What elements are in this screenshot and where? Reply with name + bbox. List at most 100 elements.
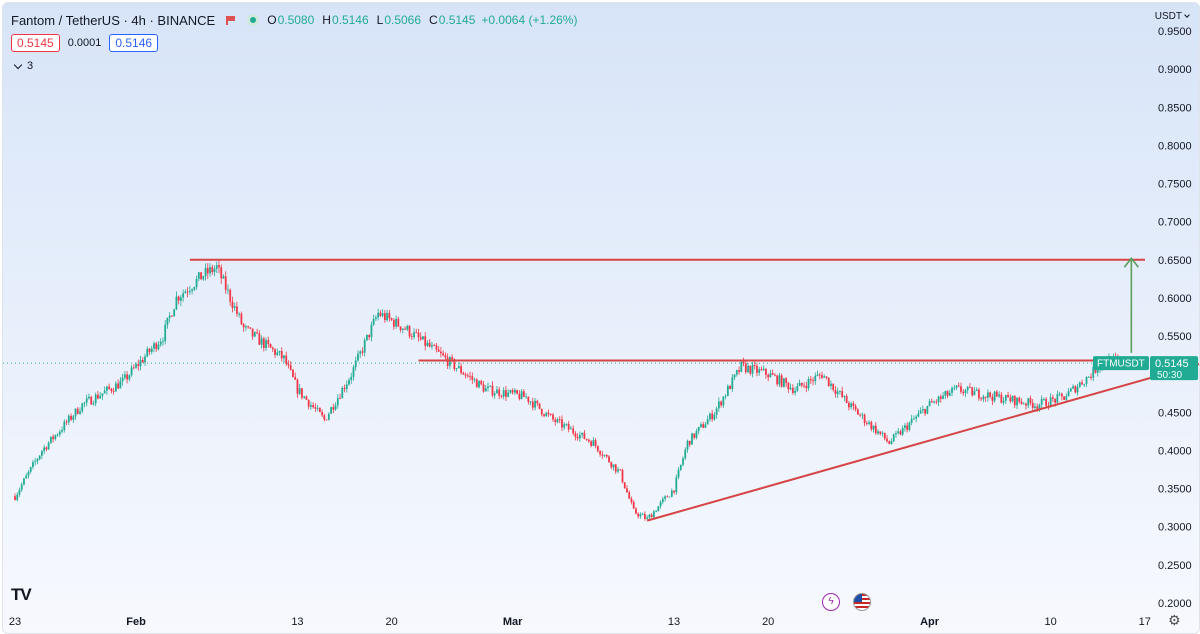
candle [1000,391,1003,404]
candle [883,432,886,441]
chevron-down-icon [13,60,23,69]
candle [762,365,765,372]
candle [56,433,59,437]
candle [944,390,947,400]
gear-icon[interactable]: ⚙ [1168,612,1181,628]
tradingview-logo[interactable]: TV [11,585,32,604]
candle [204,263,207,281]
candle [780,373,783,388]
candle [964,388,967,397]
candle [184,289,187,294]
currency-selector[interactable]: USDT [1155,11,1190,22]
candle [1051,394,1054,403]
candle [88,393,90,400]
candle [146,346,149,358]
candle [1020,398,1023,405]
candle [410,333,413,340]
chevron-down-icon [1184,12,1190,18]
candle [301,388,303,400]
candle [179,294,182,307]
candle [464,372,467,379]
candle [910,414,913,426]
candle [197,271,200,282]
candle [879,431,882,436]
candle [509,389,512,394]
candle [830,380,832,390]
dot-icon[interactable] [247,14,260,26]
symbol-title[interactable]: Fantom / TetherUS · 4h · BINANCE [11,12,216,28]
y-tick-label: 0.4500 [1158,407,1192,419]
candle [442,350,445,357]
buy-button[interactable]: 0.5146 [109,34,159,52]
candle [632,500,635,509]
candle [375,315,377,321]
time-axis[interactable]: 23Feb1320Mar1320Apr101724May815 [9,616,1199,628]
candle [742,357,745,367]
candle [706,415,709,425]
candle [260,335,263,349]
candle [70,413,72,422]
candle [702,421,705,429]
candle [390,317,393,322]
indicators-toggle[interactable]: 3 [11,57,577,75]
projection-arrow[interactable] [1123,256,1139,353]
candle [901,425,904,436]
candle [256,328,258,335]
candle [700,422,702,429]
candle [937,395,940,407]
candle [370,321,373,342]
candle [948,389,951,397]
candle [605,454,608,458]
candle [659,500,662,509]
candle [171,315,173,317]
candle [848,400,850,411]
candle [424,331,427,351]
flag-icon[interactable] [225,15,236,25]
candle [218,260,220,274]
candle [962,388,965,396]
candle [973,386,976,396]
candle [242,322,245,332]
price-chart[interactable]: 0.9500 0.9000 0.8500 0.8000 0.7500 0.7000 0.65… [3,3,1199,633]
candle [863,413,866,427]
candle [735,369,738,377]
candle [417,328,420,342]
candle [377,308,380,321]
y-tick-label: 0.5500 [1158,331,1192,343]
candle [769,369,772,378]
candle [274,348,276,358]
candle [767,373,770,382]
candle [45,446,48,452]
us-flag-icon[interactable] [853,593,871,611]
price-axis[interactable]: 0.9500 0.9000 0.8500 0.8000 0.7500 0.7000 0.65… [1158,26,1192,610]
candle [724,394,727,400]
candle [92,400,95,406]
candle [841,386,844,399]
spread-value: 0.0001 [67,37,102,49]
candle [415,328,418,334]
candle [836,387,839,399]
candle [437,346,440,352]
lightning-icon[interactable]: ϟ [822,593,840,611]
candle [621,468,624,484]
indicators-count: 3 [27,60,34,72]
candle [567,420,570,433]
candle [27,470,30,479]
candle [361,347,364,356]
annotations[interactable] [189,256,1199,522]
candle [630,496,633,505]
candle [794,386,796,396]
candle [159,338,162,347]
candle [137,359,140,371]
candle [283,355,285,363]
sell-button[interactable]: 0.5145 [11,34,60,52]
support-trendline[interactable] [646,360,1199,522]
candle [650,513,653,518]
candle [711,409,714,422]
candle [135,362,137,369]
candle [153,341,155,353]
candle [296,378,299,398]
candle [747,362,749,374]
candle [921,405,924,414]
candle [388,309,391,322]
